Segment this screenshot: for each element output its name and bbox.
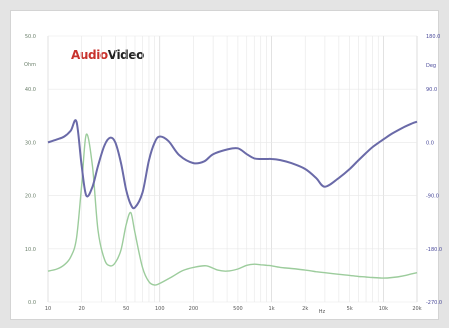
right-axis-label: Deg [426, 63, 436, 69]
right-axis-tick-label: -270.0 [426, 300, 442, 306]
left-axis-tick-label: 0.0 [28, 300, 36, 306]
x-axis-tick-label: 10 [45, 306, 51, 312]
x-axis-tick-label: 50 [123, 306, 129, 312]
right-axis-tick-label: -180.0 [426, 247, 442, 253]
x-axis-tick-label: 5k [347, 306, 353, 312]
left-axis-tick-label: 20.0 [25, 194, 36, 200]
right-axis-tick-label: -90.0 [426, 194, 439, 200]
x-axis-tick-label: 200 [189, 306, 199, 312]
left-axis-tick-label: 10.0 [25, 247, 36, 253]
right-axis-tick-label: 180.0 [426, 34, 440, 40]
left-axis-tick-label: 40.0 [25, 87, 36, 93]
x-axis-tick-label: 100 [155, 306, 165, 312]
x-axis-tick-label: 10k [379, 306, 388, 312]
logo-part-audio: Audio [71, 48, 108, 62]
impedance-series-line [47, 133, 418, 286]
x-axis-tick-label: 2k [302, 306, 308, 312]
x-axis-tick-label: 1k [269, 306, 275, 312]
x-axis-tick-label: 500 [233, 306, 243, 312]
x-axis-label: Hz [319, 309, 326, 315]
left-axis-tick-label: 50.0 [25, 34, 36, 40]
left-axis-label: Ohm [24, 62, 36, 68]
x-axis-tick-label: 20k [412, 306, 421, 312]
right-axis-tick-label: 90.0 [426, 87, 437, 93]
phase-series-line [47, 119, 418, 210]
x-axis-tick-label: 20 [78, 306, 84, 312]
left-axis-tick-label: 30.0 [25, 140, 36, 146]
right-axis-tick-label: 0.0 [426, 140, 434, 146]
